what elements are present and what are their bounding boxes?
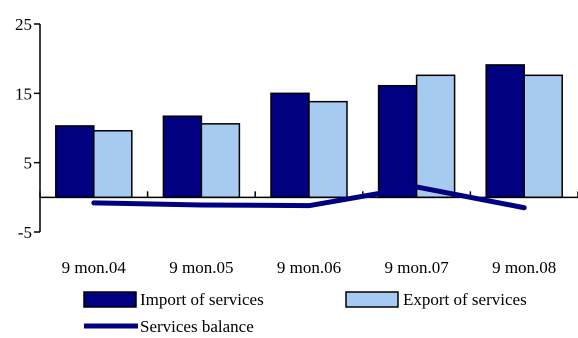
export-bar bbox=[308, 100, 348, 199]
import-bar bbox=[377, 84, 418, 199]
x-axis-tick-labels: 9 mon.04 9 mon.05 9 mon.06 9 mon.07 9 mo… bbox=[62, 258, 557, 277]
x-tick-label: 9 mon.06 bbox=[277, 258, 341, 277]
import-bar bbox=[270, 92, 310, 199]
legend-swatch-export bbox=[345, 291, 399, 308]
y-tick-label: 15 bbox=[15, 84, 32, 103]
legend-label-balance: Services balance bbox=[140, 317, 254, 336]
x-tick-label: 9 mon.07 bbox=[384, 258, 449, 277]
y-tick-label: 25 bbox=[15, 15, 32, 34]
legend: Import of services Export of services Se… bbox=[83, 290, 527, 336]
export-bar bbox=[93, 130, 133, 199]
services-balance-line bbox=[91, 184, 527, 211]
x-tick-label: 9 mon.08 bbox=[492, 258, 556, 277]
x-tick-label: 9 mon.04 bbox=[62, 258, 127, 277]
legend-label-import: Import of services bbox=[140, 290, 264, 309]
legend-item-export: Export of services bbox=[345, 290, 527, 309]
export-bar bbox=[523, 74, 563, 199]
export-bar bbox=[415, 74, 456, 199]
y-tick-label: -5 bbox=[18, 223, 32, 242]
export-bar bbox=[200, 123, 241, 199]
import-bar bbox=[162, 115, 203, 199]
plot-area bbox=[34, 23, 578, 233]
legend-item-import: Import of services bbox=[83, 290, 264, 309]
y-tick-label: 5 bbox=[24, 154, 33, 173]
y-axis-tick-labels: 25 15 5 -5 bbox=[15, 15, 32, 242]
import-bar bbox=[55, 125, 95, 199]
x-tick-label: 9 mon.05 bbox=[169, 258, 233, 277]
legend-label-export: Export of services bbox=[403, 290, 527, 309]
legend-item-balance: Services balance bbox=[84, 317, 254, 336]
import-bar bbox=[485, 64, 525, 199]
legend-swatch-import bbox=[83, 291, 137, 308]
